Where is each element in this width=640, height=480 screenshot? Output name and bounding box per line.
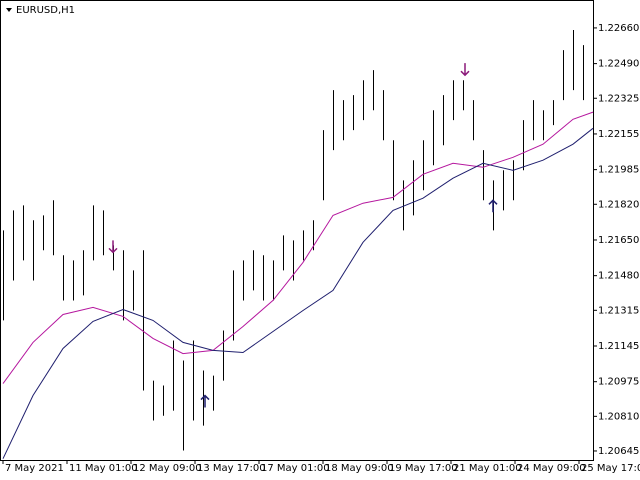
x-tick-label: 18 May 09:00	[325, 463, 394, 474]
moving-average	[2, 127, 594, 459]
x-tick-label: 17 May 01:00	[261, 463, 330, 474]
y-tick-label: 1.20810	[598, 411, 639, 422]
x-tick-label: 7 May 2021	[5, 463, 64, 474]
chart-title: EURUSD,H1	[16, 5, 75, 16]
x-tick-label: 13 May 17:00	[197, 463, 266, 474]
y-tick-label: 1.21650	[598, 235, 639, 246]
x-tick-label: 21 May 01:00	[453, 463, 522, 474]
x-tick-label: 24 May 09:00	[517, 463, 586, 474]
y-tick-label: 1.21145	[598, 341, 639, 352]
x-tick-label: 25 May 17:00	[581, 463, 640, 474]
signal-arrow	[200, 394, 210, 408]
signal-arrow	[488, 199, 498, 213]
y-tick-label: 1.21985	[598, 165, 639, 176]
y-tick-label: 1.20645	[598, 446, 639, 457]
y-tick-label: 1.22660	[598, 23, 639, 34]
y-tick-label: 1.22325	[598, 93, 639, 104]
y-tick-label: 1.22155	[598, 129, 639, 140]
signal-arrow	[460, 63, 470, 77]
moving-average	[2, 111, 594, 384]
y-tick-label: 1.21820	[598, 199, 639, 210]
y-tick-label: 1.21480	[598, 271, 639, 282]
title-marker	[6, 8, 12, 12]
y-tick-label: 1.21315	[598, 305, 639, 316]
plot-frame	[0, 0, 594, 461]
signal-arrow	[108, 240, 118, 254]
x-tick-label: 11 May 01:00	[69, 463, 138, 474]
y-tick-label: 1.20975	[598, 377, 639, 388]
y-tick-label: 1.22490	[598, 59, 639, 70]
x-tick-label: 12 May 09:00	[133, 463, 202, 474]
x-tick-label: 19 May 17:00	[389, 463, 458, 474]
